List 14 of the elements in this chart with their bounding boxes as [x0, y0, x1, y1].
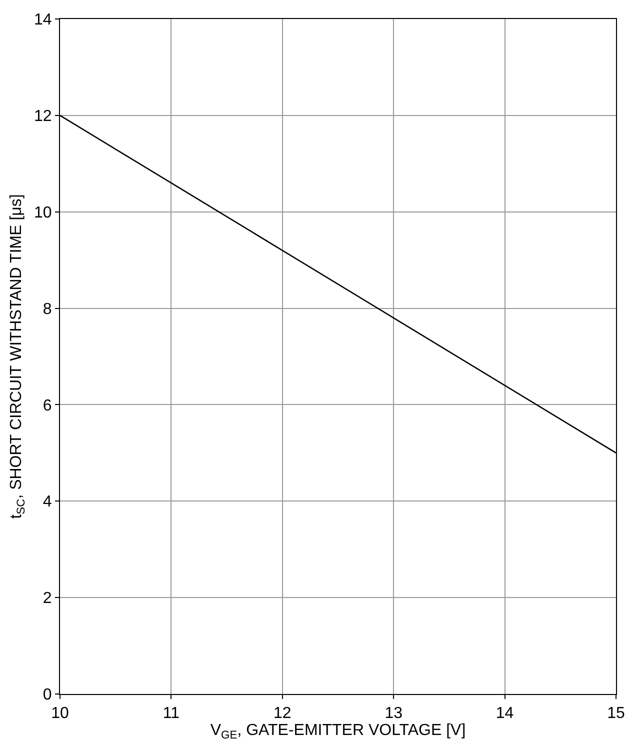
y-tick-label: 10 — [34, 204, 52, 222]
y-tick-label: 6 — [42, 397, 52, 414]
y-tick-label: 14 — [34, 12, 52, 29]
y-tick-label: 0 — [42, 686, 52, 704]
x-tick-label: 12 — [274, 705, 292, 722]
y-tick-label: 4 — [42, 494, 52, 511]
x-tick-label: 14 — [496, 705, 514, 722]
x-tick-label: 15 — [607, 705, 625, 722]
y-tick-label: 8 — [42, 300, 52, 318]
x-tick-label: 13 — [384, 705, 403, 722]
y-tick-label: 2 — [42, 590, 52, 608]
y-tick-label: 12 — [34, 108, 52, 126]
x-axis-title: V$_{GE}$, GATE-EMITTER VOLTAGE [V] — [210, 722, 466, 742]
x-tick-label: 11 — [162, 705, 180, 722]
